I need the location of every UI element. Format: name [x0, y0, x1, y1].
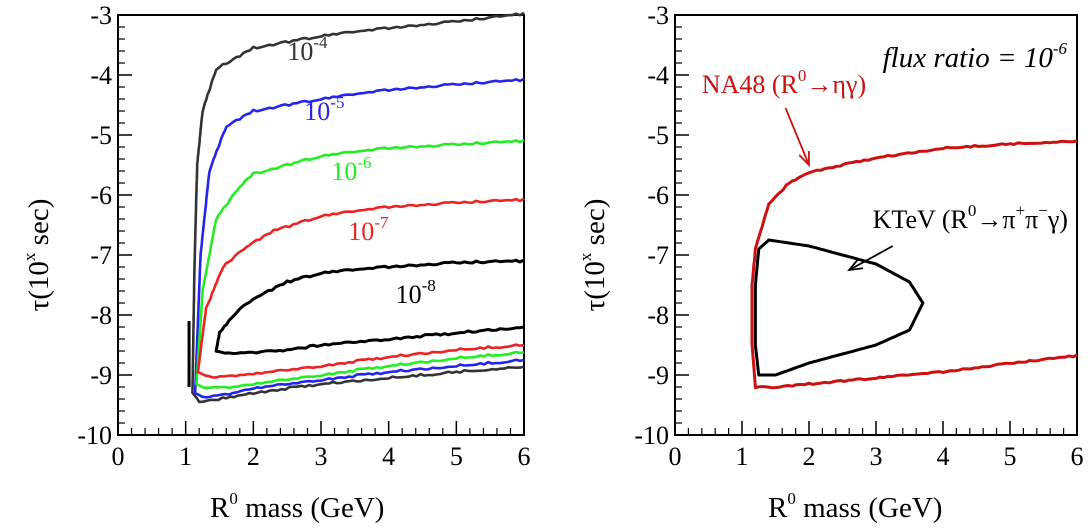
- y-tick-label: -6: [647, 181, 669, 210]
- right-x-axis-title: R0 mass (GeV): [768, 489, 942, 524]
- right-y-axis-title: τ(10x sec): [576, 199, 611, 312]
- ktev-arrow-shaft: [848, 245, 894, 271]
- flux-ratio-annotation: flux ratio = 10-6: [883, 39, 1068, 74]
- x-tick-label: 0: [669, 442, 682, 471]
- contour-m4: [191, 11, 525, 404]
- x-tick-label: 3: [870, 442, 883, 471]
- contour-label: 10-7: [348, 213, 389, 246]
- contour-m7: [196, 197, 525, 379]
- y-tick-label: -7: [90, 241, 112, 270]
- x-tick-label: 4: [382, 442, 395, 471]
- x-tick-label: 6: [1071, 442, 1084, 471]
- ktev-contour: [753, 238, 925, 377]
- na48-arrow-head: [798, 150, 810, 168]
- contour-label: 10-4: [287, 33, 328, 66]
- x-tick-label: 6: [518, 442, 531, 471]
- left-curve-labels: 10-4 10-5 10-6 10-710-8: [287, 33, 435, 309]
- x-tick-label: 4: [937, 442, 950, 471]
- left-y-axis-title: τ(10x sec): [20, 199, 55, 312]
- x-tick-label: 3: [315, 442, 328, 471]
- na48-label: NA48 (R0→ηγ): [702, 66, 866, 99]
- right-ticks: 0 1 2 3 4 5 6 -10 -9 -8 -7 -6 -5 -4 -3: [634, 1, 1083, 471]
- ktev-label: KTeV (R0→π+π−γ): [873, 201, 1068, 234]
- x-tick-label: 1: [179, 442, 192, 471]
- y-tick-label: -7: [647, 241, 669, 270]
- x-tick-label: 2: [803, 442, 816, 471]
- y-tick-label: -9: [90, 361, 112, 390]
- y-tick-label: -9: [647, 361, 669, 390]
- x-tick-label: 5: [450, 442, 463, 471]
- x-tick-label: 5: [1004, 442, 1017, 471]
- contour-label: 10-6: [331, 153, 371, 186]
- contour-m8: [214, 258, 525, 355]
- contour-m5: [193, 77, 525, 399]
- na48-contour: [750, 139, 1078, 390]
- y-tick-label: -4: [90, 61, 112, 90]
- left-curves: [187, 11, 525, 404]
- left-ticks: 0 1 2 3 4 5 6 -10 -9 -8 -7 -6 -5 -4 -3: [77, 1, 530, 471]
- x-tick-label: 1: [736, 442, 749, 471]
- na48-arrow-shaft: [784, 107, 810, 166]
- y-tick-label: -10: [77, 421, 112, 450]
- contour-label: 10-5: [304, 93, 344, 126]
- y-tick-label: -3: [647, 1, 669, 30]
- y-tick-label: -5: [647, 121, 669, 150]
- y-tick-label: -4: [647, 61, 669, 90]
- y-tick-label: -10: [634, 421, 669, 450]
- left-panel: 0 1 2 3 4 5 6-10-9-8-7-6-5-4-3 10-410-510-610-…: [20, 1, 531, 524]
- x-tick-label: 2: [247, 442, 260, 471]
- y-tick-label: -8: [647, 301, 669, 330]
- y-tick-label: -8: [90, 301, 112, 330]
- y-tick-label: -3: [90, 1, 112, 30]
- y-tick-label: -5: [90, 121, 112, 150]
- right-curve-labels: [784, 107, 894, 272]
- right-curves: [750, 139, 1078, 390]
- contour-m6: [195, 138, 525, 390]
- ktev-arrow-head: [847, 258, 864, 272]
- left-x-axis-title: R0 mass (GeV): [210, 489, 384, 524]
- y-tick-label: -6: [90, 181, 112, 210]
- right-panel: 0 1 2 3 4 5 6 -10 -9 -8 -7 -6 -5 -4 -3 R0 mass (GeV) τ…: [576, 1, 1084, 524]
- contour-label: 10-8: [396, 276, 436, 309]
- x-tick-label: 0: [112, 442, 125, 471]
